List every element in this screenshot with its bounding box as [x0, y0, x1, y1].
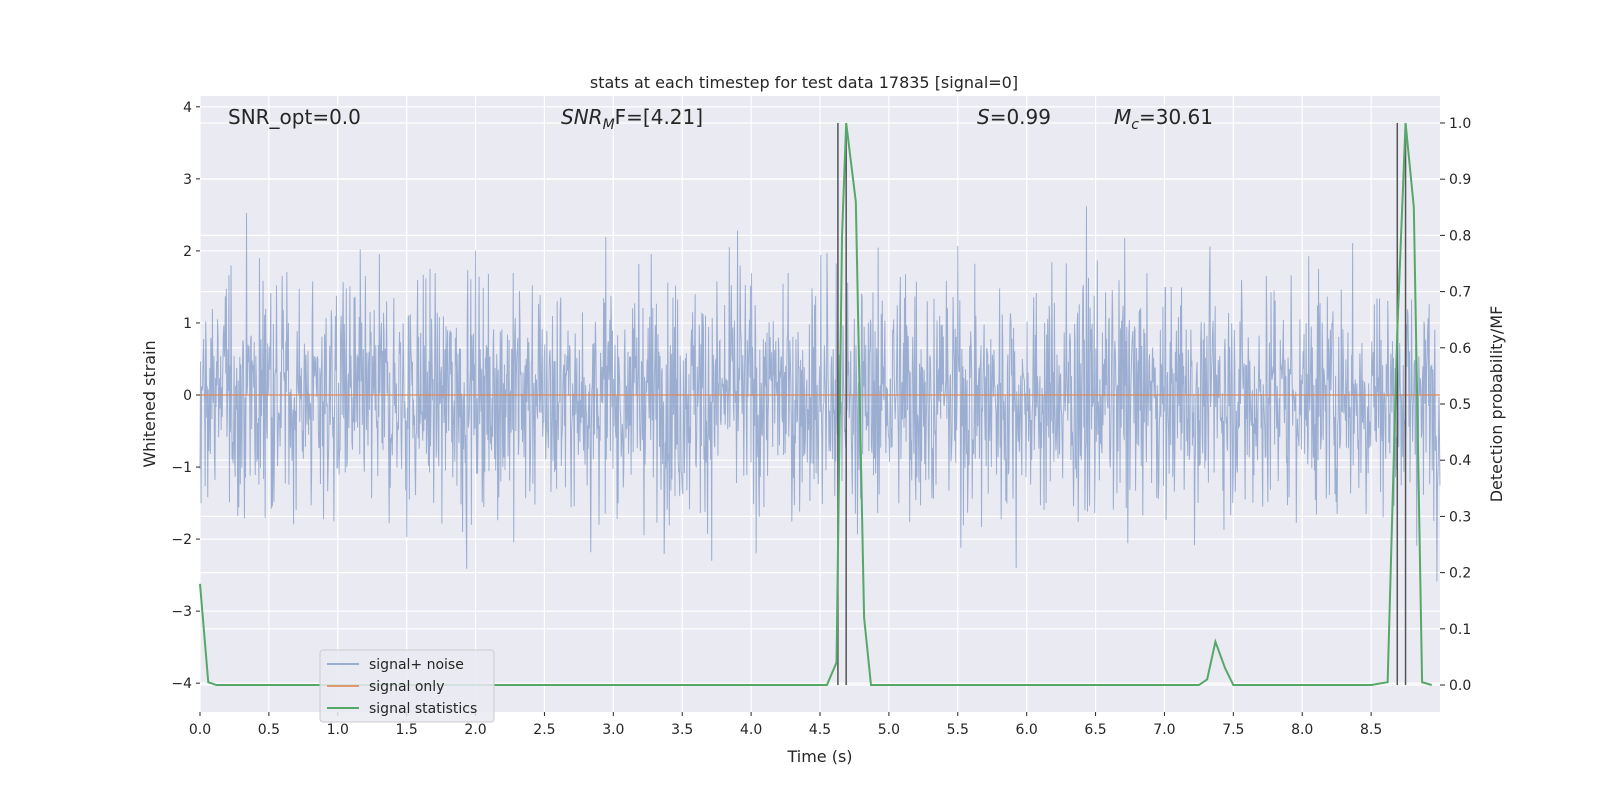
x-tick-label: 7.0	[1153, 722, 1175, 738]
x-tick-label: 5.0	[878, 722, 900, 738]
y-left-tick-label: 3	[183, 172, 192, 188]
y-right-tick-label: 0.4	[1449, 453, 1471, 469]
snr-mf-annotation: SNRMF=[4.21]	[561, 105, 703, 133]
snr-mf-prefix: SNR	[561, 105, 603, 129]
x-tick-label: 0.5	[258, 722, 280, 738]
y-left-axis-label: Whitened strain	[140, 340, 159, 467]
y-left-tick-label: 2	[183, 244, 192, 260]
x-tick-label: 5.5	[947, 722, 969, 738]
y-right-tick-label: 0.5	[1449, 397, 1471, 413]
y-right-tick-label: 0.3	[1449, 509, 1471, 525]
x-tick-label: 2.5	[533, 722, 555, 738]
snr-opt-annotation: SNR_opt=0.0	[228, 105, 361, 129]
x-tick-label: 2.0	[464, 722, 486, 738]
y-left-tick-label: −4	[171, 676, 192, 692]
s-value: =0.99	[990, 105, 1051, 129]
x-tick-label: 8.5	[1360, 722, 1382, 738]
signal-noise-series	[199, 206, 1441, 582]
mc-value: =30.61	[1139, 105, 1213, 129]
x-tick-label: 6.5	[1084, 722, 1106, 738]
x-tick-label: 6.0	[1016, 722, 1038, 738]
y-left-tick-label: 1	[183, 316, 192, 332]
legend-label-signal-noise: signal+ noise	[369, 657, 464, 673]
y-left-tick-label: 0	[183, 388, 192, 404]
x-axis-ticks: 0.0 0.5 1.0 1.5 2.0 2.5 3.0 3.5 4.0 4.5 5.0 5.5 6.0 6…	[189, 712, 1382, 738]
y-right-tick-label: 0.1	[1449, 622, 1471, 638]
signal-noise-line	[199, 206, 1441, 582]
y-right-tick-label: 0.9	[1449, 172, 1471, 188]
x-tick-label: 0.0	[189, 722, 211, 738]
x-tick-label: 7.5	[1222, 722, 1244, 738]
y-left-tick-label: −1	[171, 460, 192, 476]
snr-mf-subscript: M	[603, 117, 615, 133]
y-right-axis-ticks: 0.0 0.1 0.2 0.3 0.4 0.5 0.6 0.7 0.8 0.9 1.0	[1440, 116, 1471, 694]
y-right-tick-label: 0.6	[1449, 341, 1471, 357]
legend-label-signal-only: signal only	[369, 679, 444, 695]
chart-title: stats at each timestep for test data 178…	[590, 73, 1018, 92]
x-axis-label: Time (s)	[786, 747, 852, 766]
s-label: S	[977, 105, 990, 129]
x-tick-label: 4.5	[809, 722, 831, 738]
x-tick-label: 3.5	[671, 722, 693, 738]
y-left-tick-label: 4	[183, 100, 192, 116]
snr-mf-suffix: F=[4.21]	[615, 105, 703, 129]
x-tick-label: 3.0	[602, 722, 624, 738]
y-right-axis-label: Detection probability/MF	[1487, 306, 1506, 503]
x-tick-label: 8.0	[1291, 722, 1313, 738]
y-left-axis-ticks: −4 −3 −2 −1 0 1 2 3 4	[171, 100, 200, 692]
mc-annotation: Mc=30.61	[1114, 105, 1213, 133]
y-right-tick-label: 0.0	[1449, 678, 1471, 694]
y-left-tick-label: −2	[171, 532, 192, 548]
mc-label: M	[1114, 105, 1131, 129]
signal-statistics-series	[199, 122, 1433, 687]
y-right-tick-label: 1.0	[1449, 116, 1471, 132]
y-right-tick-label: 0.2	[1449, 566, 1471, 582]
x-tick-label: 1.5	[396, 722, 418, 738]
legend: signal+ noise signal only signal statist…	[319, 649, 495, 723]
x-tick-label: 4.0	[740, 722, 762, 738]
mc-subscript: c	[1131, 117, 1139, 133]
y-right-tick-label: 0.8	[1449, 228, 1471, 244]
x-tick-label: 1.0	[327, 722, 349, 738]
y-left-tick-label: −3	[171, 604, 192, 620]
s-annotation: S=0.99	[977, 105, 1051, 129]
legend-label-signal-statistics: signal statistics	[369, 701, 477, 717]
signal-statistics-line	[199, 122, 1433, 687]
legend-box	[319, 649, 495, 723]
y-right-tick-label: 0.7	[1449, 285, 1471, 301]
